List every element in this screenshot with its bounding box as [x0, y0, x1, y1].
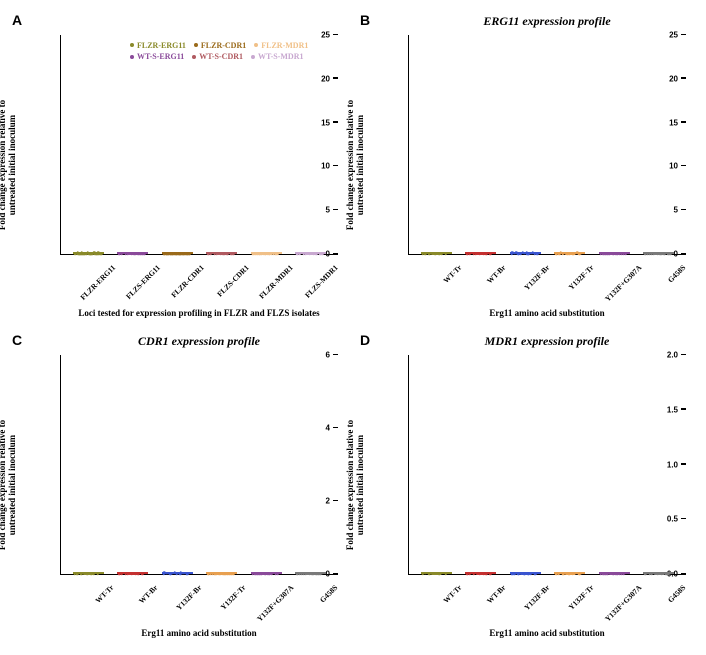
bar-group: [548, 572, 593, 574]
panel-letter: A: [12, 12, 22, 28]
scatter-dot: [440, 572, 443, 575]
bar-group: [111, 252, 156, 254]
bar-group: [289, 572, 334, 574]
bar-group: [592, 252, 637, 254]
legend-label: WT-S-CDR1: [199, 52, 243, 61]
legend-item: FLZR-MDR1: [254, 41, 308, 50]
x-axis-label: Erg11 amino acid substitution: [408, 628, 686, 638]
chart-area: 0246: [60, 355, 338, 575]
legend-label: FLZR-ERG11: [137, 41, 186, 50]
panel-letter: D: [360, 332, 370, 348]
panel-title: MDR1 expression profile: [398, 334, 696, 349]
panel-letter: C: [12, 332, 22, 348]
y-axis-label: Fold change expression relative to untre…: [346, 385, 366, 585]
legend-item: FLZR-CDR1: [194, 41, 246, 50]
legend-marker: [130, 43, 134, 47]
legend-marker: [192, 55, 196, 59]
bar-group: [592, 572, 637, 574]
bar-group: [503, 252, 548, 254]
bar-group: [414, 252, 459, 254]
bar-group: [289, 252, 334, 254]
bars-container: [61, 35, 338, 254]
bars-container: [61, 355, 338, 574]
bar-group: [66, 252, 111, 254]
x-tick-labels: WT-TrWT-BrY132F-BrY132F-TrY132F+G307AG45…: [408, 255, 686, 305]
legend-marker: [130, 55, 134, 59]
chart-area: 0510152025: [60, 35, 338, 255]
x-tick-labels: FLZR-ERG11FLZS-ERG11FLZR-CDR1FLZS-CDR1FL…: [60, 255, 338, 305]
bar-group: [66, 572, 111, 574]
bar-group: [200, 572, 245, 574]
x-axis-label: Erg11 amino acid substitution: [408, 308, 686, 318]
x-tick-label: G458S: [650, 263, 706, 329]
panel-title: CDR1 expression profile: [50, 334, 348, 349]
bar-group: [459, 572, 504, 574]
legend-item: WT-S-MDR1: [251, 52, 303, 61]
chart-area: 0510152025: [408, 35, 686, 255]
panel-title: ERG11 expression profile: [398, 14, 696, 29]
bar-group: [414, 572, 459, 574]
legend-marker: [194, 43, 198, 47]
x-axis-label: Erg11 amino acid substitution: [60, 628, 338, 638]
bar-group: [111, 572, 156, 574]
legend-label: FLZR-CDR1: [201, 41, 246, 50]
legend-marker: [251, 55, 255, 59]
bars-container: [409, 355, 686, 574]
bars-container: [409, 35, 686, 254]
bar-group: [244, 572, 289, 574]
panel-letter: B: [360, 12, 370, 28]
x-tick-labels: WT-TrWT-BrY132F-BrY132F-TrY132F+G307AG45…: [60, 575, 338, 625]
bar-group: [155, 572, 200, 574]
bar-group: [459, 252, 504, 254]
bar-group: [637, 252, 682, 254]
bar-group: [503, 572, 548, 574]
y-axis-label: Fold change expression relative to untre…: [0, 385, 18, 585]
panel-A: AFold change expression relative to untr…: [10, 10, 348, 320]
y-axis-label: Fold change expression relative to untre…: [0, 65, 18, 265]
legend-item: WT-S-ERG11: [130, 52, 184, 61]
legend: FLZR-ERG11 FLZR-CDR1 FLZR-MDR1 WT-S-ERG11 WT…: [130, 40, 350, 63]
legend-marker: [254, 43, 258, 47]
bar-group: [637, 572, 682, 574]
bar-group: [548, 252, 593, 254]
legend-label: FLZR-MDR1: [261, 41, 308, 50]
scatter-dot: [556, 572, 559, 575]
legend-label: WT-S-ERG11: [137, 52, 184, 61]
panel-B: BERG11 expression profileFold change exp…: [358, 10, 696, 320]
bar-group: [200, 252, 245, 254]
x-tick-label: G458S: [650, 583, 706, 649]
chart-area: 0.00.51.01.52.0: [408, 355, 686, 575]
legend-item: WT-S-CDR1: [192, 52, 243, 61]
legend-label: WT-S-MDR1: [258, 52, 303, 61]
x-tick-labels: WT-TrWT-BrY132F-BrY132F-TrY132F+G307AG45…: [408, 575, 686, 625]
bar-group: [155, 252, 200, 254]
bar-group: [244, 252, 289, 254]
y-axis-label: Fold change expression relative to untre…: [346, 65, 366, 265]
x-axis-label: Loci tested for expression profiling in …: [60, 308, 338, 318]
legend-item: FLZR-ERG11: [130, 41, 186, 50]
panel-D: DMDR1 expression profileFold change expr…: [358, 330, 696, 640]
panel-C: CCDR1 expression profileFold change expr…: [10, 330, 348, 640]
scatter-dot: [572, 572, 575, 575]
